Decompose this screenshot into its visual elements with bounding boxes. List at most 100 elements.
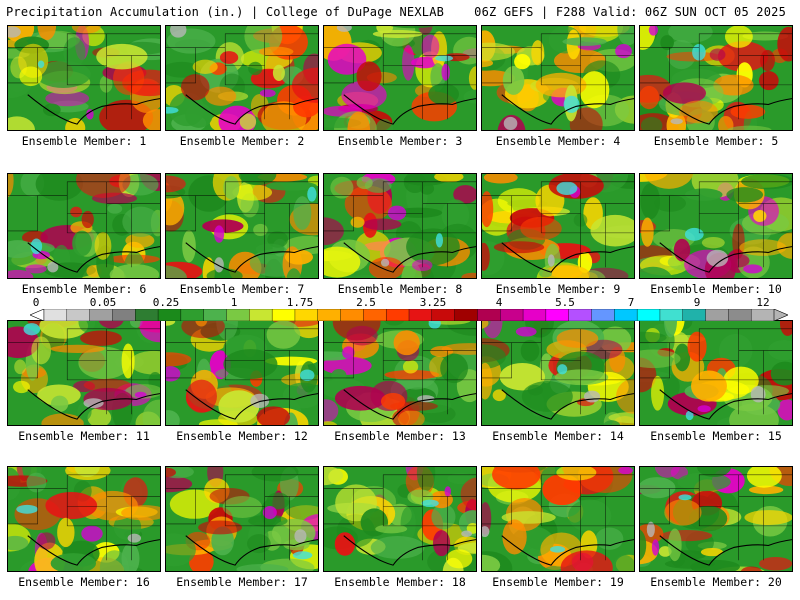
state-borders <box>8 181 160 268</box>
gulf-coastline <box>27 94 160 125</box>
state-borders <box>482 474 634 561</box>
map-title: Precipitation Accumulation (in.) | Colle… <box>6 5 445 19</box>
colorbar-segment <box>294 309 319 321</box>
colorbar-segment <box>659 309 684 321</box>
gulf-coastline <box>185 94 318 125</box>
state-borders <box>166 181 318 268</box>
precip-field <box>166 467 318 571</box>
gulf-coastline <box>659 535 792 566</box>
state-borders <box>324 474 476 561</box>
ensemble-member-caption: Ensemble Member: 10 <box>650 282 782 296</box>
ensemble-map-panel <box>639 25 793 131</box>
ensemble-map-panel <box>481 320 635 426</box>
ensemble-member-caption: Ensemble Member: 1 <box>21 134 147 148</box>
colorbar-segment <box>408 309 433 321</box>
precip-field <box>8 26 160 130</box>
colorbar-segment <box>135 309 159 321</box>
gulf-coastline <box>659 242 792 273</box>
state-borders <box>166 33 318 120</box>
colorbar-segment <box>728 309 752 321</box>
colorbar-segment <box>226 309 250 321</box>
precip-field <box>482 174 634 278</box>
ensemble-member-caption: Ensemble Member: 14 <box>492 429 624 443</box>
colorbar-tick-label: 0 <box>32 296 40 309</box>
colorbar-min-arrow <box>30 309 45 321</box>
gulf-coastline <box>501 535 634 566</box>
precip-field <box>482 26 634 130</box>
ensemble-map-panel <box>639 466 793 572</box>
gulf-coastline <box>659 94 792 125</box>
colorbar-tick-label: 4 <box>495 296 503 309</box>
precip-field <box>640 321 792 425</box>
gulf-coastline <box>185 242 318 273</box>
ensemble-member-caption: Ensemble Member: 17 <box>176 575 308 589</box>
precip-field <box>640 174 792 278</box>
ensemble-member-caption: Ensemble Member: 8 <box>337 282 463 296</box>
ensemble-map-panel <box>323 173 477 279</box>
precip-field <box>166 174 318 278</box>
colorbar-tick-label: 3.25 <box>419 296 447 309</box>
color-scale-bar <box>30 309 788 321</box>
gulf-coastline <box>343 535 476 566</box>
ensemble-map-panel <box>165 466 319 572</box>
gulf-coastline <box>343 242 476 273</box>
colorbar-segment <box>568 309 593 321</box>
gulf-coastline <box>27 535 160 566</box>
colorbar-segment <box>203 309 228 321</box>
gulf-coastline <box>185 535 318 566</box>
colorbar-segment <box>112 309 136 321</box>
colorbar-tick-label: 1.75 <box>286 296 314 309</box>
colorbar-segment <box>317 309 342 321</box>
ensemble-map-panel <box>165 173 319 279</box>
ensemble-member-caption: Ensemble Member: 15 <box>650 429 782 443</box>
colorbar-tick-label: 7 <box>627 296 635 309</box>
ensemble-map-panel <box>7 173 161 279</box>
colorbar-segment <box>454 309 478 321</box>
ensemble-member-caption: Ensemble Member: 4 <box>495 134 621 148</box>
ensemble-map-panel <box>639 320 793 426</box>
colorbar-segment <box>180 309 205 321</box>
ensemble-map-panel <box>165 25 319 131</box>
state-borders <box>482 181 634 268</box>
colorbar-segment <box>750 309 775 321</box>
colorbar-segment <box>340 309 364 321</box>
state-borders <box>640 328 792 415</box>
colorbar-tick-label: 2.5 <box>356 296 376 309</box>
ensemble-member-caption: Ensemble Member: 11 <box>18 429 150 443</box>
ensemble-map-panel <box>323 320 477 426</box>
colorbar-segment <box>705 309 729 321</box>
ensemble-map-panel <box>323 466 477 572</box>
ensemble-member-caption: Ensemble Member: 6 <box>21 282 147 296</box>
gulf-coastline <box>27 389 160 420</box>
colorbar-segment <box>500 309 524 321</box>
colorbar-segment <box>89 309 113 321</box>
state-borders <box>324 181 476 268</box>
precip-field <box>640 26 792 130</box>
state-borders <box>640 474 792 561</box>
colorbar-tick-label: 12 <box>756 296 770 309</box>
gulf-coastline <box>343 389 476 420</box>
ensemble-member-caption: Ensemble Member: 7 <box>179 282 305 296</box>
model-run-info: 06Z GEFS | F288 Valid: 06Z SUN OCT 05 20… <box>474 5 786 19</box>
state-borders <box>482 33 634 120</box>
state-borders <box>482 328 634 415</box>
colorbar-tick-label: 0.05 <box>89 296 117 309</box>
precip-field <box>324 26 476 130</box>
ensemble-member-caption: Ensemble Member: 19 <box>492 575 624 589</box>
state-borders <box>640 181 792 268</box>
gulf-coastline <box>501 242 634 273</box>
ensemble-member-caption: Ensemble Member: 20 <box>650 575 782 589</box>
colorbar-tick-label: 0.25 <box>152 296 180 309</box>
colorbar-segment <box>522 309 547 321</box>
gulf-coastline <box>185 389 318 420</box>
colorbar-segment <box>66 309 91 321</box>
colorbar-segment <box>477 309 501 321</box>
state-borders <box>8 33 160 120</box>
gulf-coastline <box>343 94 476 125</box>
gulf-coastline <box>27 242 160 273</box>
colorbar-tick-label: 9 <box>693 296 701 309</box>
precip-field <box>8 321 160 425</box>
ensemble-map-panel <box>7 25 161 131</box>
precip-field <box>324 321 476 425</box>
precip-field <box>482 467 634 571</box>
